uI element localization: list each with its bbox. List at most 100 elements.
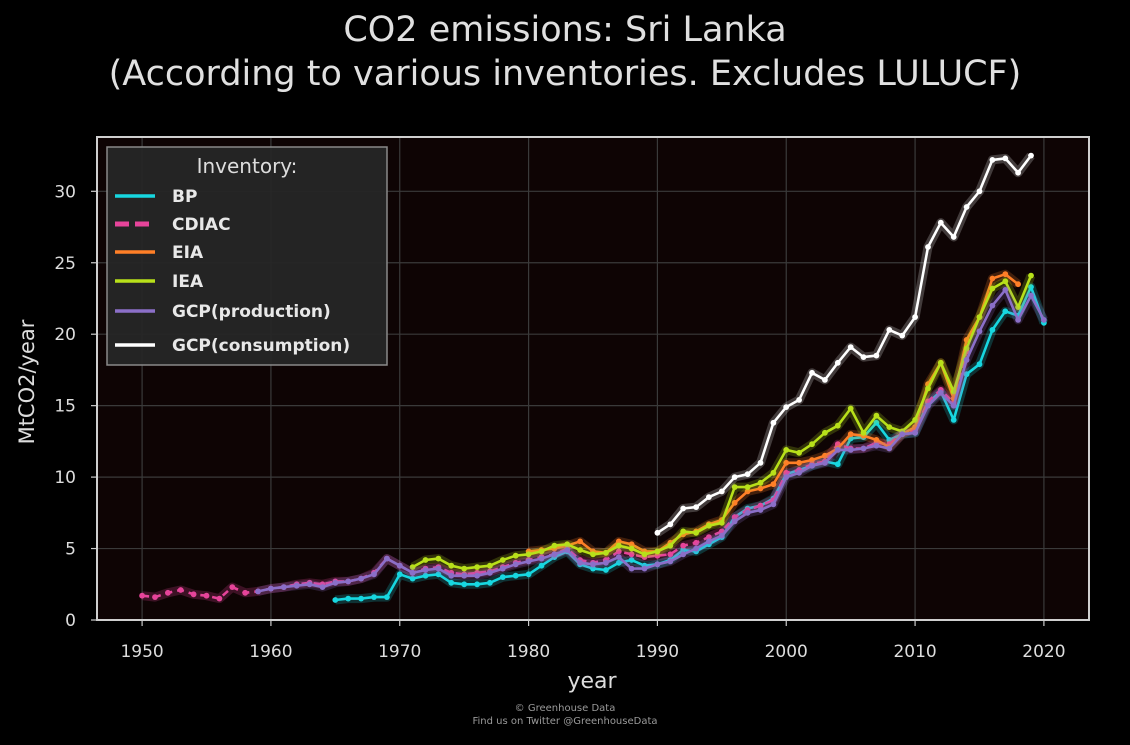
data-point [770, 481, 777, 488]
data-point [474, 581, 480, 588]
data-point [525, 551, 532, 558]
data-point [706, 494, 712, 500]
data-point [448, 562, 455, 569]
data-point [783, 469, 790, 476]
data-point [718, 532, 725, 539]
data-point [293, 582, 300, 589]
data-point [615, 554, 622, 560]
data-point [461, 572, 468, 579]
data-point [822, 429, 828, 436]
data-point [899, 431, 906, 438]
legend: Inventory:BP CDIAC EIA IEA GCP(production) GC… [106, 146, 388, 366]
data-point [886, 327, 893, 333]
data-point [667, 558, 674, 565]
data-point [641, 565, 648, 572]
data-point [306, 581, 313, 588]
legend-title: Inventory: [197, 154, 298, 178]
data-point [680, 547, 687, 553]
legend-label: EIA [172, 243, 204, 263]
data-point [706, 538, 712, 545]
data-point [950, 417, 957, 423]
data-point [577, 547, 583, 553]
data-point [783, 459, 790, 466]
data-point [757, 485, 764, 492]
data-point [152, 594, 158, 600]
data-point [474, 572, 480, 579]
data-point [538, 555, 545, 562]
data-point [319, 584, 326, 590]
data-point [925, 385, 931, 392]
plot-frame [96, 136, 1090, 621]
data-point [628, 541, 635, 548]
data-point [1015, 169, 1021, 176]
data-point [937, 359, 944, 366]
data-point [989, 285, 996, 292]
data-point [255, 588, 261, 595]
legend-label: GCP(consumption) [172, 336, 350, 356]
data-point [628, 545, 635, 552]
data-point [731, 518, 738, 525]
data-point [1002, 271, 1009, 278]
data-point [976, 314, 983, 320]
data-point [577, 538, 583, 545]
data-point [590, 561, 596, 568]
data-point [873, 437, 880, 443]
data-point [757, 459, 764, 466]
x-tick-label: 2020 [1022, 642, 1065, 662]
x-tick-label: 1950 [120, 642, 163, 662]
data-point [950, 402, 957, 409]
data-point [538, 548, 545, 555]
data-point [796, 459, 802, 466]
footer-copyright: © Greenhouse Data [514, 703, 616, 714]
data-point [409, 575, 416, 582]
data-point [847, 431, 854, 438]
data-point [822, 377, 828, 383]
legend-label: GCP(production) [172, 302, 331, 322]
data-point [1002, 308, 1009, 315]
data-point [757, 479, 764, 486]
data-point [680, 551, 687, 558]
data-point [396, 562, 403, 569]
data-point [847, 405, 854, 412]
x-axis-label: year [567, 669, 617, 694]
legend-label: BP [172, 187, 197, 207]
data-point [499, 565, 506, 572]
data-point [1028, 272, 1034, 279]
x-tick-label: 2000 [765, 642, 808, 662]
data-point [693, 529, 699, 536]
data-point [847, 344, 854, 350]
data-point [499, 557, 506, 563]
data-point [384, 594, 390, 600]
data-point [190, 591, 197, 598]
data-point [950, 234, 957, 240]
data-point [757, 502, 764, 509]
data-point [603, 549, 609, 556]
data-point [564, 541, 571, 548]
data-point [409, 569, 416, 576]
data-point [963, 357, 970, 363]
data-point [615, 538, 622, 545]
data-point [422, 572, 429, 579]
data-point [577, 559, 583, 566]
data-point [783, 447, 790, 453]
data-point [783, 474, 790, 480]
data-point [989, 327, 996, 333]
y-tick-label: 5 [65, 540, 76, 560]
data-point [860, 445, 867, 452]
data-point [1015, 317, 1021, 323]
y-tick-label: 10 [54, 468, 76, 488]
x-tick-label: 1990 [636, 642, 679, 662]
data-point [718, 488, 725, 495]
data-point [989, 302, 996, 309]
data-point [873, 442, 880, 449]
data-point [654, 548, 661, 555]
data-point [422, 557, 429, 563]
data-point [963, 204, 970, 210]
data-point [912, 429, 918, 436]
data-point [628, 551, 635, 558]
data-point [731, 484, 738, 490]
data-point [384, 555, 390, 562]
data-point [963, 345, 970, 352]
data-point [834, 359, 841, 366]
